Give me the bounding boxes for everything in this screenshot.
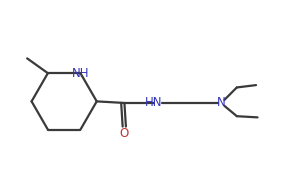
Text: N: N — [217, 96, 226, 109]
Text: HN: HN — [145, 96, 162, 109]
Text: NH: NH — [72, 67, 89, 80]
Text: O: O — [120, 127, 129, 139]
